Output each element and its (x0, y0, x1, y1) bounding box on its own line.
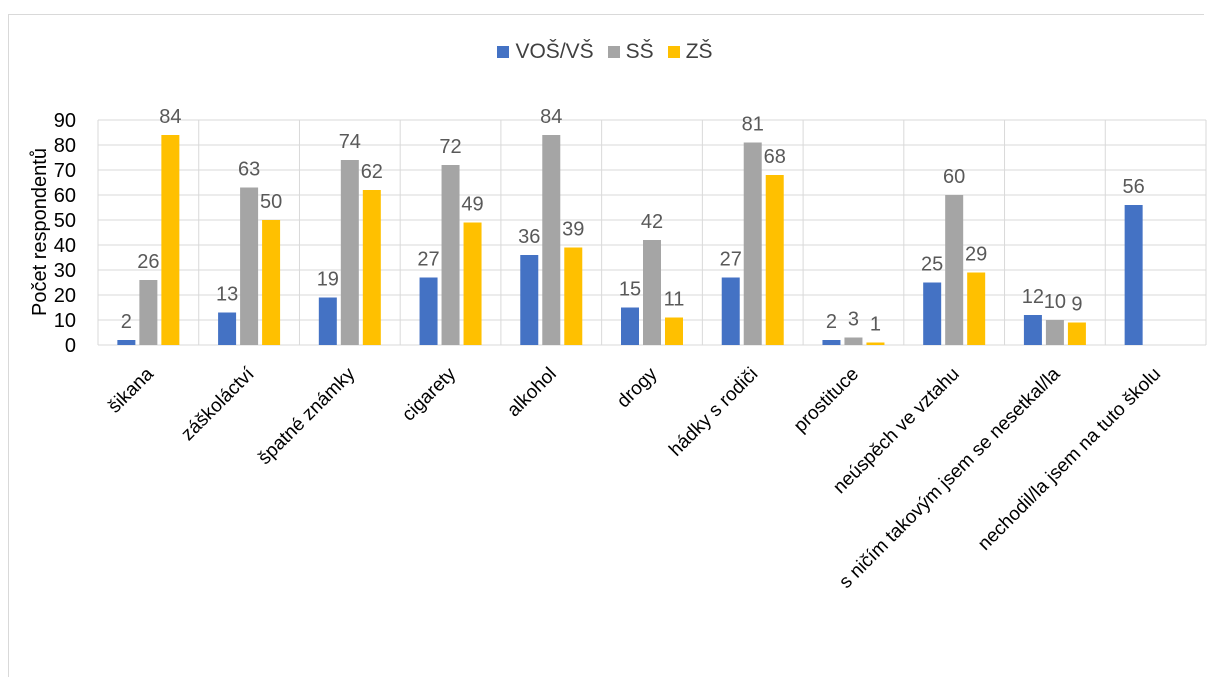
data-label: 11 (664, 289, 685, 311)
data-label: 10 (1044, 291, 1066, 313)
data-label: 27 (417, 249, 439, 271)
data-label: 49 (461, 194, 483, 216)
data-label: 84 (159, 106, 181, 128)
x-category-label: šikana (104, 363, 158, 417)
data-label: 12 (1022, 286, 1044, 308)
y-tick-label: 40 (54, 235, 76, 257)
y-tick-label: 80 (54, 135, 76, 157)
data-label: 62 (361, 161, 383, 183)
data-labels: 2268413635019746227724936843915421127816… (121, 106, 1145, 336)
data-label: 13 (216, 284, 238, 306)
bar (765, 175, 784, 345)
x-category-label: drogy (613, 363, 662, 412)
bar (866, 342, 885, 345)
bar (218, 312, 237, 345)
legend-label-zs: ZŠ (685, 40, 713, 63)
x-category-label: záškoláctví (177, 363, 259, 445)
x-category-label: s ničím takovým jsem se nesetkal/la (835, 363, 1064, 592)
bar (945, 195, 964, 345)
bar (643, 240, 661, 345)
data-label: 36 (518, 226, 540, 248)
legend-swatch-vos-vs (497, 46, 510, 58)
bars (117, 135, 1143, 345)
data-label: 50 (260, 191, 282, 213)
bar (844, 337, 863, 345)
bar (463, 222, 482, 345)
bar (822, 340, 841, 345)
y-tick-label: 20 (54, 285, 76, 307)
x-category-label: alkohol (503, 364, 560, 421)
data-label: 1 (870, 314, 881, 336)
legend-swatch-zs (667, 46, 680, 58)
legend-item-vos-vs: VOŠ/VŠ (497, 40, 594, 64)
bar (621, 307, 639, 345)
bar (520, 255, 539, 345)
data-label: 63 (238, 159, 260, 181)
legend-label-ss: SŠ (625, 40, 654, 63)
y-axis-ticks: 0 10 20 30 40 50 60 70 80 90 (54, 110, 76, 357)
data-label: 39 (562, 219, 584, 241)
y-tick-label: 30 (54, 260, 76, 282)
data-label: 9 (1071, 294, 1082, 316)
x-category-label: špatné známky (254, 363, 360, 469)
data-label: 29 (965, 244, 987, 266)
data-label: 72 (439, 136, 461, 158)
legend-swatch-ss (607, 46, 620, 58)
data-label: 74 (339, 131, 361, 153)
bar (362, 190, 381, 345)
bar (340, 160, 359, 345)
data-label: 15 (619, 279, 641, 301)
bar (1045, 320, 1064, 345)
chart-frame (8, 14, 1204, 677)
bar (262, 220, 281, 345)
y-tick-label: 0 (65, 335, 76, 357)
data-label: 84 (540, 106, 562, 128)
bar (318, 297, 337, 345)
data-label: 2 (826, 311, 837, 333)
bar (1023, 315, 1042, 345)
y-tick-label: 70 (54, 160, 76, 182)
data-label: 60 (943, 166, 965, 188)
bar (665, 317, 683, 345)
bar (117, 340, 136, 345)
data-label: 3 (848, 309, 859, 331)
x-category-label: hádky s rodiči (665, 364, 762, 461)
legend-item-zs: ZŠ (667, 40, 713, 64)
y-axis-title: Počet respondentů (29, 148, 51, 316)
bar (161, 135, 180, 345)
data-label: 26 (137, 251, 159, 273)
data-label: 2 (121, 311, 132, 333)
bar (564, 247, 583, 345)
bar (923, 282, 942, 345)
legend-item-ss: SŠ (607, 40, 654, 64)
x-category-label: cigarety (398, 363, 460, 425)
bar (721, 277, 740, 345)
data-label: 42 (641, 211, 663, 233)
bar (743, 142, 762, 345)
bar (967, 272, 986, 345)
bar (1067, 322, 1086, 345)
bar (419, 277, 438, 345)
x-category-label: nechodil/la jsem na tuto školu (974, 364, 1165, 555)
bar (441, 165, 460, 345)
x-category-label: prostituce (790, 364, 863, 437)
data-label: 19 (317, 269, 339, 291)
y-tick-label: 10 (54, 310, 76, 332)
data-label: 68 (764, 146, 786, 168)
legend-label-vos-vs: VOŠ/VŠ (515, 40, 594, 63)
data-label: 27 (720, 249, 742, 271)
y-tick-label: 60 (54, 185, 76, 207)
bar (139, 280, 158, 345)
bar (542, 135, 561, 345)
bar (240, 187, 259, 345)
data-label: 25 (921, 254, 943, 276)
legend: VOŠ/VŠ SŠ ZŠ (0, 40, 1210, 64)
data-label: 81 (742, 114, 764, 136)
y-tick-label: 50 (54, 210, 76, 232)
bar (1124, 205, 1143, 345)
data-label: 56 (1123, 176, 1145, 198)
y-tick-label: 90 (54, 110, 76, 132)
